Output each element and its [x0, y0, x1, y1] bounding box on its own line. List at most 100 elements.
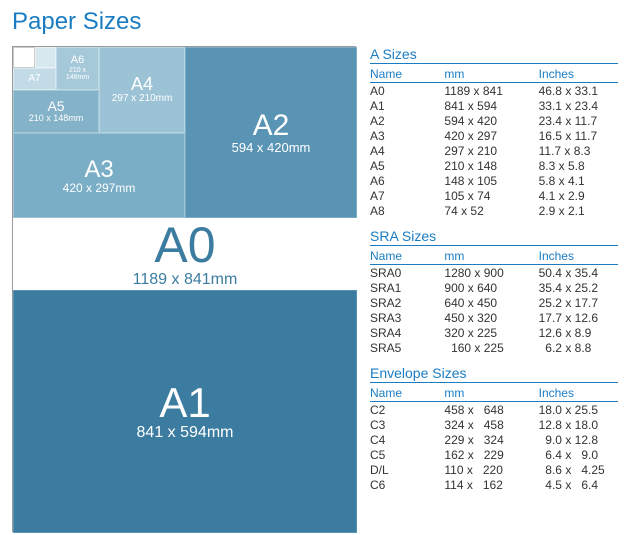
- table-row: SRA3450 x 32017.7 x 12.6: [370, 310, 618, 325]
- cell: 4.1 x 2.9: [539, 188, 618, 203]
- cell: 229 x 324: [444, 432, 538, 447]
- cell: 420 x 297: [444, 128, 538, 143]
- cell: 210 x 148: [444, 158, 538, 173]
- table-row: C6114 x 162 4.5 x 6.4: [370, 477, 618, 492]
- cell: A3: [370, 128, 444, 143]
- table-row: A4297 x 21011.7 x 8.3: [370, 143, 618, 158]
- cell: 8.3 x 5.8: [539, 158, 618, 173]
- cell: 160 x 225: [444, 340, 538, 355]
- table-row: A2594 x 42023.4 x 11.7: [370, 113, 618, 128]
- table-row: A01189 x 84146.8 x 33.1: [370, 83, 618, 99]
- cell: C2: [370, 402, 444, 418]
- paper-box-dim: 841 x 594mm: [137, 425, 234, 442]
- cell: A6: [370, 173, 444, 188]
- table-row: A3420 x 29716.5 x 11.7: [370, 128, 618, 143]
- cell: 33.1 x 23.4: [539, 98, 618, 113]
- cell: 6.4 x 9.0: [539, 447, 618, 462]
- section-title: A Sizes: [370, 46, 618, 64]
- cell: 5.8 x 4.1: [539, 173, 618, 188]
- table-row: D/L110 x 220 8.6 x 4.25: [370, 462, 618, 477]
- col-header: Name: [370, 385, 444, 402]
- table-section: Envelope SizesNamemmInchesC2458 x 64818.…: [370, 365, 618, 492]
- cell: 1189 x 841: [444, 83, 538, 99]
- paper-box-dim: 1189 x 841mm: [133, 272, 238, 289]
- paper-box-a5: A5210 x 148mm: [13, 90, 99, 133]
- cell: 458 x 648: [444, 402, 538, 418]
- cell: A1: [370, 98, 444, 113]
- content: A1841 x 594mmA01189 x 841mmA2594 x 420mm…: [12, 46, 618, 532]
- cell: 25.2 x 17.7: [539, 295, 618, 310]
- cell: 23.4 x 11.7: [539, 113, 618, 128]
- col-header: Inches: [539, 66, 618, 83]
- table-row: SRA5 160 x 225 6.2 x 8.8: [370, 340, 618, 355]
- table-row: SRA4320 x 22512.6 x 8.9: [370, 325, 618, 340]
- cell: 11.7 x 8.3: [539, 143, 618, 158]
- col-header: mm: [444, 248, 538, 265]
- paper-box-a1: A1841 x 594mm: [13, 290, 357, 533]
- cell: 6.2 x 8.8: [539, 340, 618, 355]
- section-title: SRA Sizes: [370, 228, 618, 246]
- paper-box-name: A7: [28, 74, 40, 85]
- paper-box-name: A2: [253, 110, 290, 142]
- table-row: A1841 x 59433.1 x 23.4: [370, 98, 618, 113]
- cell: A5: [370, 158, 444, 173]
- cell: 148 x 105: [444, 173, 538, 188]
- cell: 46.8 x 33.1: [539, 83, 618, 99]
- paper-box-name: A1: [159, 381, 210, 425]
- paper-box-dim: 210 x 148mm: [29, 114, 84, 123]
- cell: C5: [370, 447, 444, 462]
- cell: 110 x 220: [444, 462, 538, 477]
- table-row: A874 x 522.9 x 2.1: [370, 203, 618, 218]
- table-section: SRA Sizes NamemmInchesSRA01280 x 90050.4 …: [370, 228, 618, 355]
- cell: A4: [370, 143, 444, 158]
- size-table: NamemmInchesC2458 x 64818.0 x 25.5C3324 …: [370, 385, 618, 492]
- paper-box-a6: A6210 x 148mm: [56, 47, 99, 90]
- section-title: Envelope Sizes: [370, 365, 618, 383]
- table-row: C4229 x 324 9.0 x 12.8: [370, 432, 618, 447]
- paper-box-a4: A4297 x 210mm: [99, 47, 185, 133]
- paper-box-dim: 420 x 297mm: [63, 182, 136, 195]
- size-table: NamemmInchesSRA01280 x 90050.4 x 35.4SRA…: [370, 248, 618, 355]
- cell: 594 x 420: [444, 113, 538, 128]
- table-row: A5210 x 1488.3 x 5.8: [370, 158, 618, 173]
- paper-box-dim: 297 x 210mm: [112, 94, 173, 105]
- cell: SRA5: [370, 340, 444, 355]
- cell: 12.8 x 18.0: [539, 417, 618, 432]
- cell: 16.5 x 11.7: [539, 128, 618, 143]
- table-row: SRA01280 x 90050.4 x 35.4: [370, 265, 618, 281]
- cell: 4.5 x 6.4: [539, 477, 618, 492]
- paper-box-name: A0: [154, 219, 215, 272]
- table-row: SRA1900 x 64035.4 x 25.2: [370, 280, 618, 295]
- paper-box-wh: [13, 47, 35, 68]
- col-header: Inches: [539, 385, 618, 402]
- cell: 8.6 x 4.25: [539, 462, 618, 477]
- col-header: Name: [370, 66, 444, 83]
- cell: 17.7 x 12.6: [539, 310, 618, 325]
- paper-box-dim: 210 x 148mm: [57, 67, 98, 82]
- cell: SRA3: [370, 310, 444, 325]
- paper-box-name: A4: [131, 75, 153, 94]
- cell: A7: [370, 188, 444, 203]
- cell: 12.6 x 8.9: [539, 325, 618, 340]
- cell: 105 x 74: [444, 188, 538, 203]
- paper-box-a2: A2594 x 420mm: [185, 47, 357, 218]
- cell: 35.4 x 25.2: [539, 280, 618, 295]
- cell: 2.9 x 2.1: [539, 203, 618, 218]
- col-header: Name: [370, 248, 444, 265]
- page-title: Paper Sizes: [12, 8, 618, 36]
- cell: C3: [370, 417, 444, 432]
- paper-box-name: A5: [47, 99, 64, 114]
- col-header: mm: [444, 66, 538, 83]
- cell: 162 x 229: [444, 447, 538, 462]
- table-row: SRA2640 x 45025.2 x 17.7: [370, 295, 618, 310]
- table-row: C5162 x 229 6.4 x 9.0: [370, 447, 618, 462]
- cell: 114 x 162: [444, 477, 538, 492]
- cell: 324 x 458: [444, 417, 538, 432]
- cell: 640 x 450: [444, 295, 538, 310]
- paper-box-a0: A01189 x 841mm: [13, 218, 357, 290]
- cell: 9.0 x 12.8: [539, 432, 618, 447]
- cell: A2: [370, 113, 444, 128]
- cell: C6: [370, 477, 444, 492]
- col-header: Inches: [539, 248, 618, 265]
- cell: 450 x 320: [444, 310, 538, 325]
